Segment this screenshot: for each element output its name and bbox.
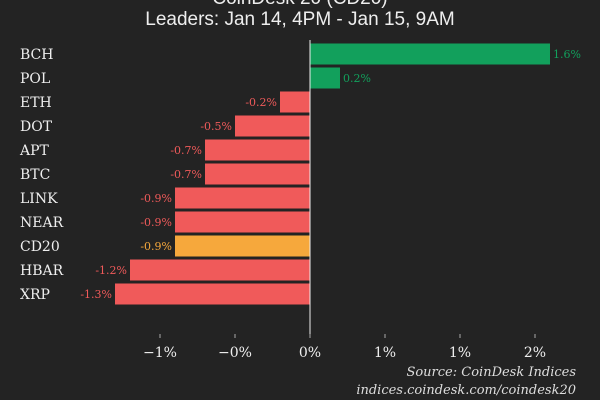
category-label: NEAR: [20, 215, 64, 231]
category-label: LINK: [20, 191, 58, 207]
x-tick-label: −0%: [218, 345, 252, 361]
bar-eth: [280, 91, 310, 113]
bar-hbar: [130, 259, 310, 281]
category-label: HBAR: [20, 263, 64, 279]
x-tick-label: 1%: [374, 345, 396, 361]
data-label: -1.2%: [95, 264, 127, 277]
data-label: -0.9%: [140, 240, 172, 253]
x-tick-label: −1%: [143, 345, 177, 361]
chart-title: CoinDesk 20 (CD20): [0, 0, 600, 9]
bar-xrp: [115, 283, 310, 305]
bar-pol: [310, 67, 340, 89]
chart-subtitle: Leaders: Jan 14, 4PM - Jan 15, 9AM: [145, 9, 455, 30]
data-label: 0.2%: [343, 72, 371, 85]
data-label: -0.2%: [245, 96, 277, 109]
bar-cd20: [175, 235, 310, 257]
category-label: APT: [19, 143, 50, 159]
data-label: 1.6%: [553, 48, 581, 61]
data-label: -1.3%: [80, 288, 112, 301]
bar-near: [175, 211, 310, 233]
x-tick-label: 0%: [299, 345, 321, 361]
source-label: Source: CoinDesk Indices: [406, 365, 576, 380]
data-label: -0.5%: [200, 120, 232, 133]
category-label: XRP: [20, 287, 50, 303]
bar-btc: [205, 163, 310, 185]
data-label: -0.9%: [140, 216, 172, 229]
data-label: -0.9%: [140, 192, 172, 205]
bar-dot: [235, 115, 310, 137]
category-label: DOT: [20, 119, 53, 135]
bar-apt: [205, 139, 310, 161]
category-label: POL: [20, 71, 50, 87]
data-label: -0.7%: [170, 168, 202, 181]
category-label: CD20: [20, 239, 60, 255]
x-tick-label: 1%: [449, 345, 471, 361]
category-label: ETH: [20, 95, 52, 111]
x-tick-label: 2%: [524, 345, 546, 361]
bar-bch: [310, 43, 550, 65]
category-label: BCH: [20, 47, 53, 63]
source-url: indices.coindesk.com/coindesk20: [356, 383, 576, 398]
category-label: BTC: [20, 167, 50, 183]
data-label: -0.7%: [170, 144, 202, 157]
bar-link: [175, 187, 310, 209]
